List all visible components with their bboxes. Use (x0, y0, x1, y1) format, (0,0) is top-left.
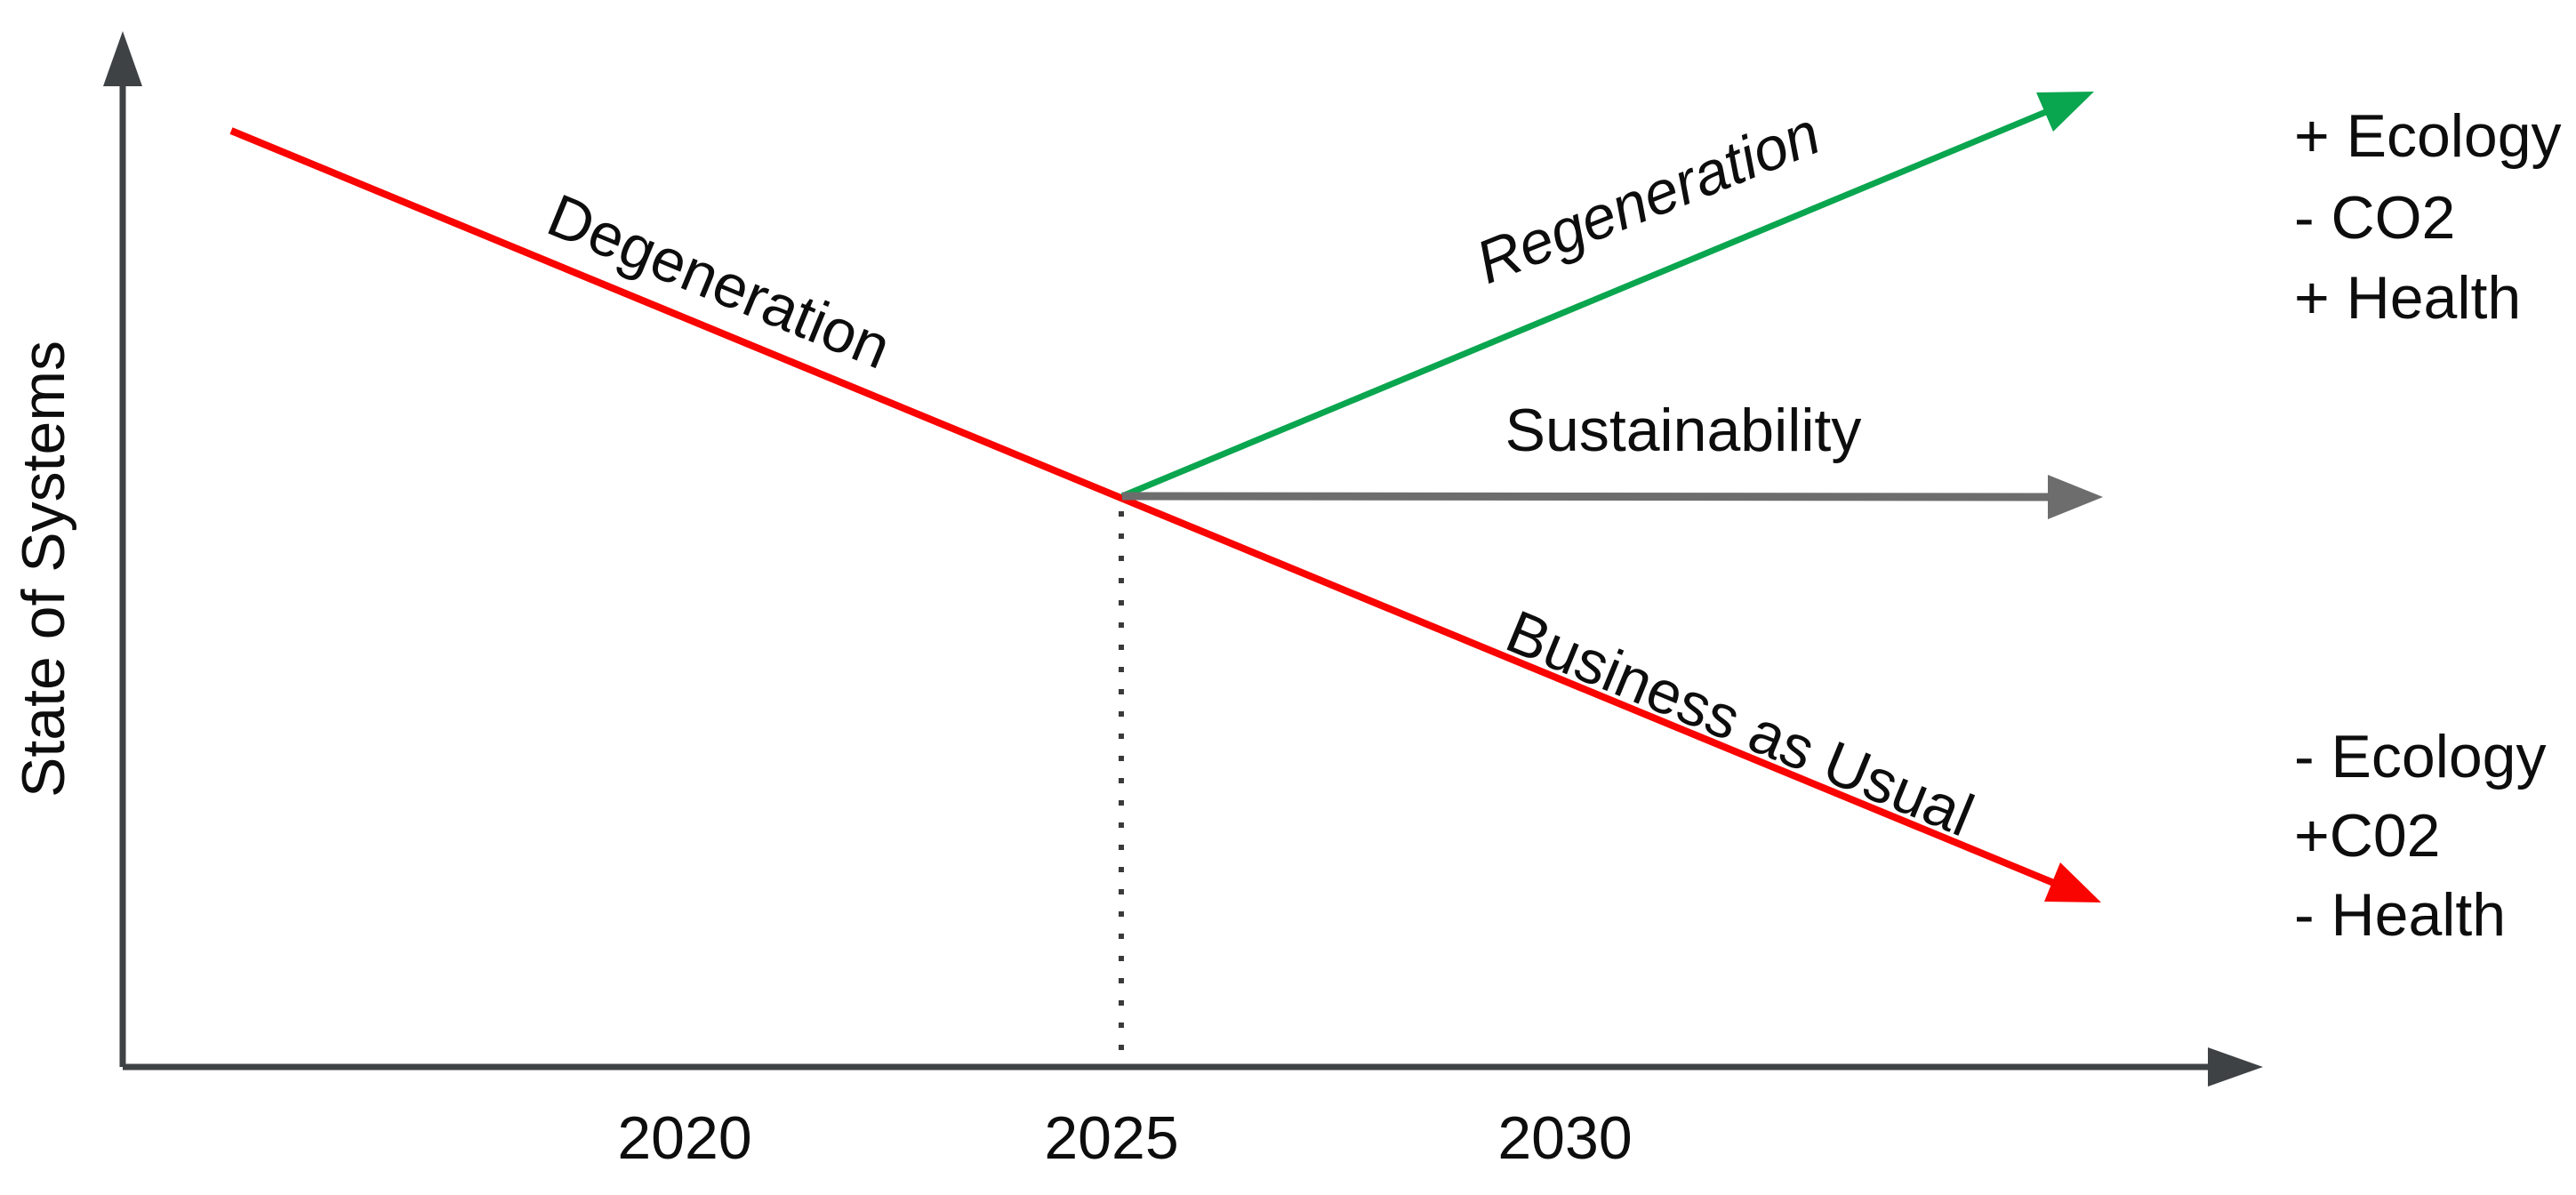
x-tick-2025: 2025 (1044, 1104, 1178, 1172)
y-axis-arrowhead-icon (103, 31, 142, 86)
regeneration-line (1120, 108, 2050, 500)
sustainability-arrowhead-icon (2048, 475, 2103, 519)
bau-outcomes-annotation: - Ecology +C02 - Health (2294, 723, 2546, 949)
regeneration-arrowhead-icon (2036, 92, 2094, 132)
annotation-minus-ecology: - Ecology (2294, 723, 2546, 790)
y-axis-label: State of Systems (10, 341, 77, 798)
degeneration-bau-line (229, 127, 2058, 887)
regeneration-outcomes-annotation: + Ecology - CO2 + Health (2294, 102, 2562, 332)
annotation-plus-co2: +C02 (2294, 802, 2440, 870)
x-tick-2020: 2020 (617, 1104, 751, 1172)
sustainability-line (1121, 492, 2053, 501)
x-tick-2030: 2030 (1497, 1104, 1632, 1172)
x-axis-arrowhead-icon (2208, 1047, 2263, 1087)
annotation-minus-health: - Health (2294, 881, 2506, 949)
bau-arrowhead-icon (2044, 862, 2101, 902)
annotation-minus-co2: - CO2 (2294, 184, 2455, 252)
business-as-usual-label: Business as Usual (1497, 598, 1983, 849)
sustainability-label: Sustainability (1505, 397, 1862, 464)
annotation-plus-ecology: + Ecology (2294, 102, 2562, 170)
annotation-plus-health: + Health (2294, 264, 2521, 332)
regeneration-label: Regeneration (1467, 100, 1829, 297)
